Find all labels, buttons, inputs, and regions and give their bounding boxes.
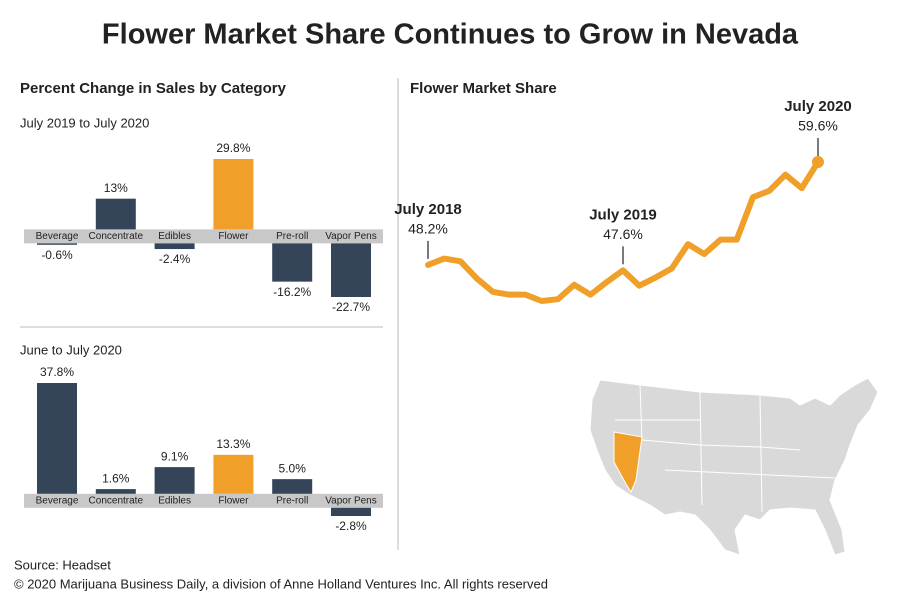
x-tick-label: Concentrate — [89, 495, 144, 506]
panel-subtitle: July 2019 to July 2020 — [20, 115, 149, 130]
x-tick-label: July 2019 — [589, 206, 657, 223]
main-title: Flower Market Share Continues to Grow in… — [102, 19, 799, 51]
value-label: 29.8% — [216, 141, 250, 155]
bar — [213, 454, 254, 494]
bar — [154, 243, 195, 250]
value-label: 5.0% — [279, 461, 307, 475]
x-tick-label: Concentrate — [89, 231, 144, 242]
value-label: -0.6% — [41, 248, 73, 262]
end-dot — [812, 156, 824, 168]
baseline-band — [24, 229, 383, 244]
x-tick-label: Edibles — [158, 231, 191, 242]
bar — [95, 198, 136, 230]
panel-title: Flower Market Share — [410, 80, 557, 97]
nevada — [613, 431, 643, 494]
bar — [37, 243, 77, 245]
us-map — [589, 377, 879, 556]
value-label: 13.3% — [216, 437, 250, 451]
x-tick-label: Flower — [218, 231, 249, 242]
value-label: 37.8% — [40, 365, 74, 379]
x-tick-label: July 2020 — [784, 98, 852, 115]
value-label: 48.2% — [408, 221, 448, 237]
value-label: -2.4% — [159, 252, 191, 266]
value-label: 9.1% — [161, 449, 189, 463]
bar — [272, 479, 313, 494]
value-label: 47.6% — [603, 226, 643, 242]
bar — [331, 243, 371, 297]
x-tick-label: Edibles — [158, 495, 191, 506]
bar — [95, 489, 136, 494]
x-tick-label: Vapor Pens — [325, 231, 377, 242]
value-label: 1.6% — [102, 471, 130, 485]
value-label: -2.8% — [335, 519, 367, 533]
bar — [213, 159, 254, 230]
line — [425, 159, 821, 304]
value-label: 59.6% — [798, 118, 838, 134]
value-label: -22.7% — [332, 300, 370, 314]
value-label: -16.2% — [273, 285, 311, 299]
copyright: © 2020 Marijuana Business Daily, a divis… — [14, 576, 548, 591]
bar — [331, 507, 371, 516]
value-label: 13% — [104, 181, 128, 195]
source: Source: Headset — [14, 557, 111, 572]
x-tick-label: Vapor Pens — [325, 495, 377, 506]
x-tick-label: July 2018 — [394, 201, 462, 218]
x-tick-label: Pre-roll — [276, 231, 308, 242]
panel-subtitle: June to July 2020 — [20, 342, 122, 357]
x-tick-label: Beverage — [36, 231, 79, 242]
bar — [37, 383, 77, 494]
panel-title: Percent Change in Sales by Category — [20, 80, 287, 97]
x-tick-label: Flower — [218, 495, 249, 506]
bar — [272, 243, 313, 282]
x-tick-label: Beverage — [36, 495, 79, 506]
baseline-band — [24, 493, 383, 508]
x-tick-label: Pre-roll — [276, 495, 308, 506]
bar — [154, 467, 195, 494]
